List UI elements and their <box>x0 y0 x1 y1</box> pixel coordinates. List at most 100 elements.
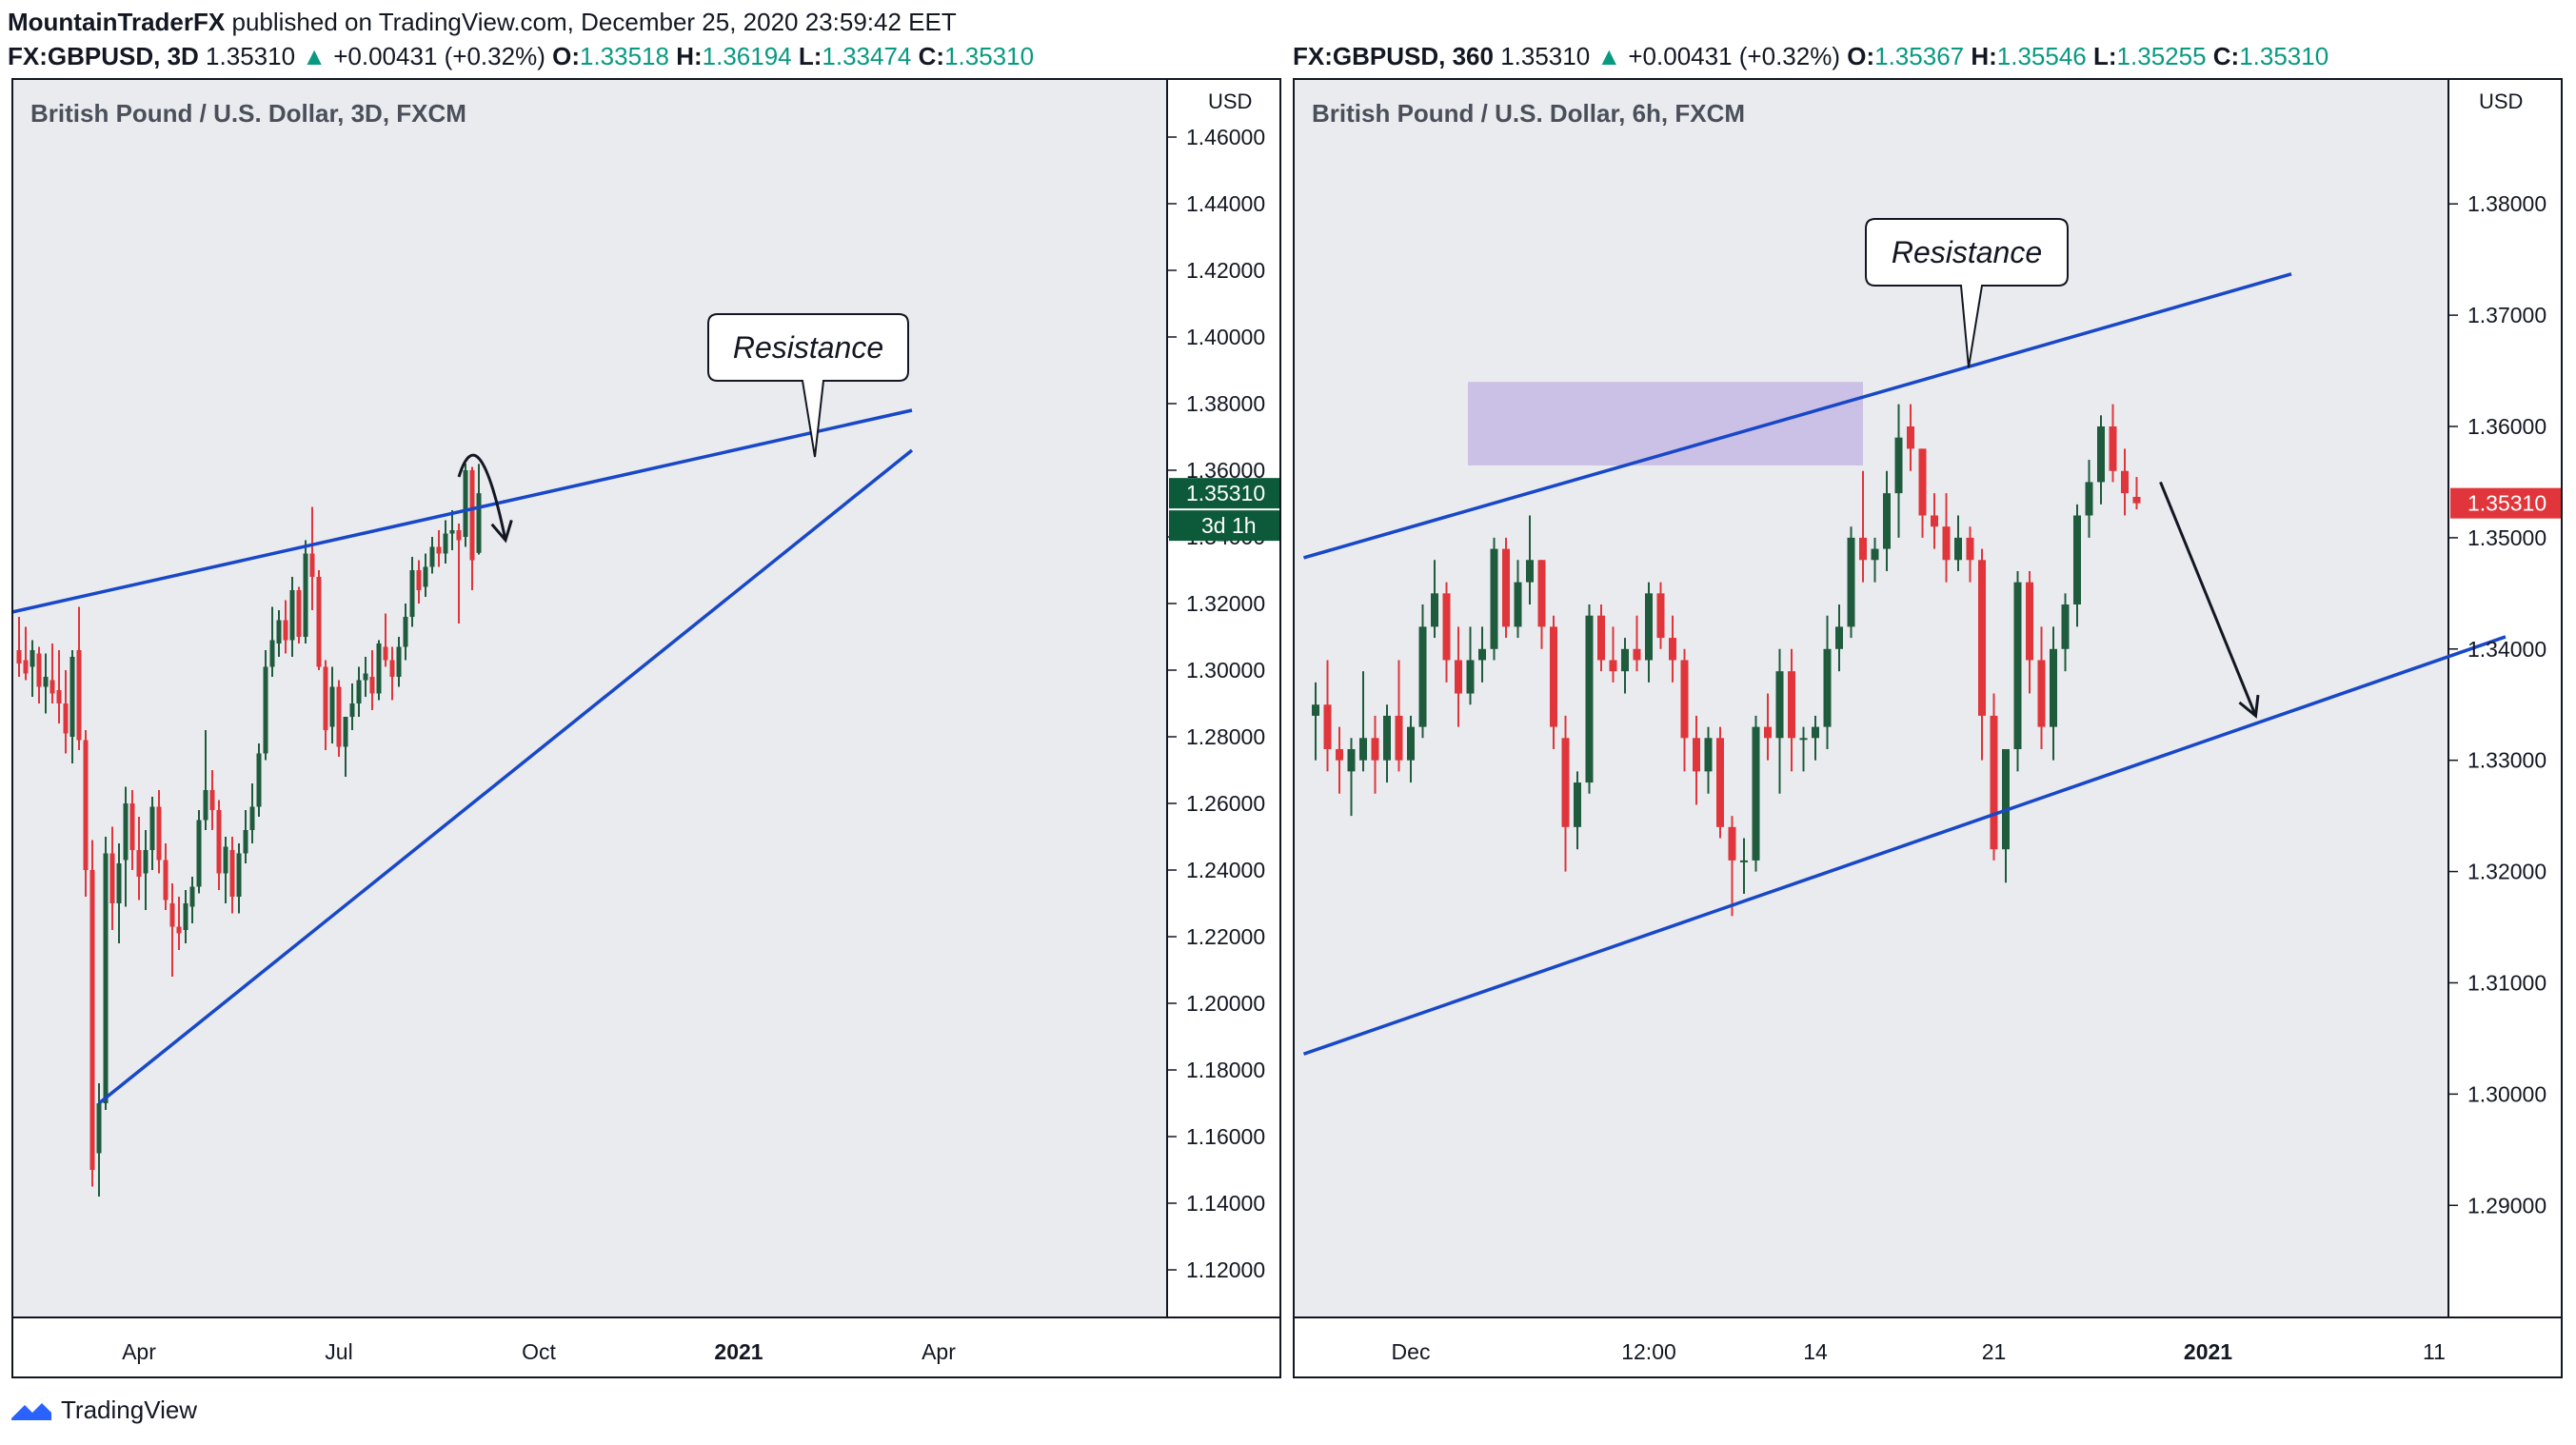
left-candle-body <box>169 903 175 927</box>
right-y-tick-label: 1.35000 <box>2467 525 2546 550</box>
left-candle-body <box>83 740 89 870</box>
left-y-tick-label: 1.24000 <box>1186 858 1265 882</box>
right-candle-body <box>2132 496 2141 504</box>
right-candle-body <box>1752 726 1760 861</box>
right-price: 1.35310 <box>1500 42 1591 70</box>
right-candle-body <box>2061 604 2070 649</box>
right-candle-body <box>1871 548 1879 561</box>
left-legend: FX:GBPUSD, 3D 1.35310 ▲ +0.00431 (+0.32%… <box>8 42 1034 71</box>
right-o-label: O: <box>1847 42 1875 70</box>
left-candle-body <box>443 533 448 554</box>
left-candle-body <box>243 830 248 854</box>
left-candle-body <box>196 820 202 887</box>
right-candle-body <box>1716 738 1724 827</box>
right-candle-body <box>1907 426 1914 449</box>
left-change: +0.00431 (+0.32%) <box>333 42 545 70</box>
left-chart-svg[interactable]: Resistance 1.46000 1.44000 1.42000 1.40000 1.… <box>13 80 1279 1376</box>
left-resistance-label: Resistance <box>733 330 883 365</box>
right-y-tick-label: 1.34000 <box>2467 637 2546 662</box>
left-x-axis-bg <box>13 1317 1279 1376</box>
left-open: 1.33518 <box>579 42 669 70</box>
right-candle-body <box>1918 448 1927 516</box>
right-candle-body <box>1978 560 1986 716</box>
footer-brand-text: TradingView <box>61 1396 198 1424</box>
right-candle-body <box>1550 626 1557 727</box>
right-x-tick-label: 21 <box>1982 1339 2007 1364</box>
left-candle-body <box>383 646 388 661</box>
left-candle-body <box>123 803 129 861</box>
right-chart-svg[interactable]: Resistance 1.38000 1.37000 1.36000 1.35000 1.… <box>1295 80 2561 1376</box>
footer-brand[interactable]: TradingView <box>10 1396 197 1425</box>
left-candle-body <box>30 650 35 667</box>
left-candle-body <box>316 577 322 667</box>
right-candle-body <box>1812 726 1819 739</box>
right-y-tick-label: 1.30000 <box>2467 1081 2546 1106</box>
right-x-axis-bg <box>1295 1317 2561 1376</box>
left-candle-body <box>89 870 95 1170</box>
left-currency-label: USD <box>1208 89 1252 113</box>
right-y-tick-label: 1.38000 <box>2467 191 2546 216</box>
right-candle-body <box>1693 738 1700 772</box>
left-candle-body <box>209 790 215 810</box>
right-candle-body <box>1574 782 1581 827</box>
left-candle-body <box>163 860 168 901</box>
right-candle-body <box>1788 671 1795 739</box>
left-high: 1.36194 <box>702 42 792 70</box>
right-candle-body <box>1347 748 1356 772</box>
right-candle-body <box>1680 660 1689 739</box>
right-candle-body <box>1633 648 1641 661</box>
left-countdown-label: 3d 1h <box>1201 513 1257 538</box>
right-legend: FX:GBPUSD, 360 1.35310 ▲ +0.00431 (+0.32… <box>1293 42 2328 71</box>
left-candle-body <box>463 470 468 537</box>
right-chart-panel[interactable]: Resistance 1.38000 1.37000 1.36000 1.35000 1.… <box>1293 78 2563 1378</box>
right-open: 1.35367 <box>1874 42 1965 70</box>
right-y-tick-label: 1.32000 <box>2467 860 2546 884</box>
right-candle-body <box>1466 660 1475 694</box>
left-candle-body <box>336 686 342 747</box>
right-candle-body <box>1823 648 1832 727</box>
right-forecast-arrow <box>2159 481 2257 717</box>
right-y-axis-bg <box>2448 80 2561 1376</box>
left-l-label: L: <box>798 42 822 70</box>
right-candle-body <box>1609 660 1617 672</box>
right-candle-body <box>1942 526 1951 561</box>
right-candle-body <box>2121 470 2129 494</box>
left-candle-body <box>423 566 428 587</box>
left-candle-body <box>376 643 382 694</box>
publish-info: MountainTraderFX published on TradingVie… <box>8 8 957 37</box>
left-symbol: FX:GBPUSD, 3D <box>8 42 199 70</box>
right-x-tick-label: Dec <box>1392 1339 1431 1364</box>
right-candle-body <box>1597 615 1605 661</box>
right-y-tick-label: 1.36000 <box>2467 414 2546 439</box>
left-candle-body <box>283 620 288 641</box>
right-close: 1.35310 <box>2239 42 2329 70</box>
left-candle-body <box>249 806 255 830</box>
right-candle-body <box>1371 738 1379 761</box>
left-y-tick-label: 1.20000 <box>1186 991 1265 1016</box>
left-candle-body <box>349 703 355 717</box>
left-candle-body <box>76 650 82 741</box>
left-y-tick-label: 1.42000 <box>1186 258 1265 283</box>
right-currency-label: USD <box>2479 89 2523 113</box>
left-x-tick-label: Oct <box>522 1339 556 1364</box>
right-candle-body <box>1656 593 1665 639</box>
left-candle-body <box>263 666 268 754</box>
right-candle-body <box>1323 704 1332 749</box>
right-resistance-zone <box>1468 382 1863 465</box>
left-candle-body <box>189 886 195 907</box>
left-chart-panel[interactable]: Resistance 1.46000 1.44000 1.42000 1.40000 1.… <box>11 78 1281 1378</box>
left-candle-body <box>16 650 22 663</box>
right-h-label: H: <box>1971 42 1997 70</box>
right-candle-body <box>1954 537 1962 561</box>
right-candle-body <box>1585 615 1594 783</box>
right-y-tick-label: 1.37000 <box>2467 303 2546 327</box>
left-candle-body <box>456 530 462 541</box>
left-candle-body <box>436 546 442 554</box>
left-candle-body <box>36 653 42 687</box>
left-price: 1.35310 <box>206 42 296 70</box>
left-y-tick-label: 1.16000 <box>1186 1124 1265 1149</box>
right-y-tick-label: 1.29000 <box>2467 1193 2546 1217</box>
right-chart-title: British Pound / U.S. Dollar, 6h, FXCM <box>1312 99 1746 128</box>
left-candle-body <box>23 660 29 674</box>
right-candle-body <box>2073 515 2081 605</box>
